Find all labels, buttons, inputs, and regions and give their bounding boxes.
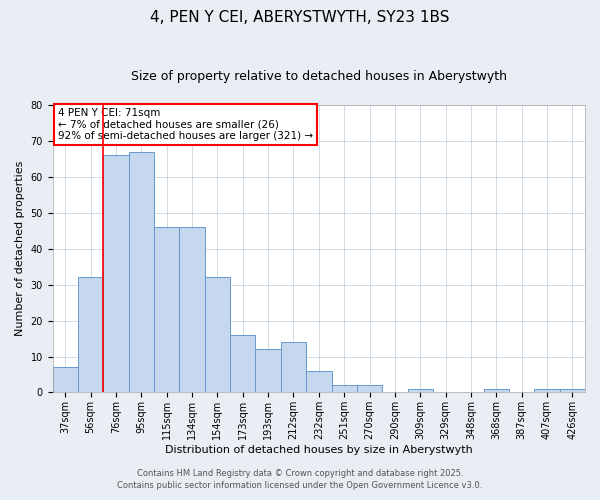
- Bar: [407, 389, 433, 392]
- Bar: [103, 156, 129, 392]
- Bar: [129, 152, 154, 392]
- Bar: [230, 335, 256, 392]
- Bar: [256, 350, 281, 393]
- Bar: [306, 371, 332, 392]
- Bar: [53, 368, 78, 392]
- Bar: [179, 227, 205, 392]
- Bar: [357, 385, 382, 392]
- Bar: [78, 278, 103, 392]
- Bar: [332, 385, 357, 392]
- Text: Contains HM Land Registry data © Crown copyright and database right 2025.
Contai: Contains HM Land Registry data © Crown c…: [118, 469, 482, 490]
- Text: 4, PEN Y CEI, ABERYSTWYTH, SY23 1BS: 4, PEN Y CEI, ABERYSTWYTH, SY23 1BS: [150, 10, 450, 25]
- Bar: [154, 227, 179, 392]
- Text: 4 PEN Y CEI: 71sqm
← 7% of detached houses are smaller (26)
92% of semi-detached: 4 PEN Y CEI: 71sqm ← 7% of detached hous…: [58, 108, 313, 141]
- Bar: [281, 342, 306, 392]
- Bar: [535, 389, 560, 392]
- X-axis label: Distribution of detached houses by size in Aberystwyth: Distribution of detached houses by size …: [165, 445, 473, 455]
- Y-axis label: Number of detached properties: Number of detached properties: [15, 161, 25, 336]
- Bar: [560, 389, 585, 392]
- Bar: [484, 389, 509, 392]
- Title: Size of property relative to detached houses in Aberystwyth: Size of property relative to detached ho…: [131, 70, 507, 83]
- Bar: [205, 278, 230, 392]
